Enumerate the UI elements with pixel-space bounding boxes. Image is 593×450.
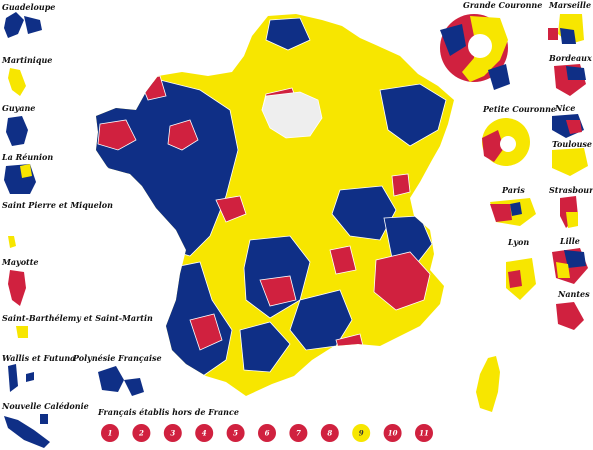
abroad-circle-label-6: 6 (265, 429, 270, 438)
abroad-circle-10 (383, 424, 402, 442)
lille-shape-yellow (556, 262, 570, 278)
mayotte-shape (8, 270, 26, 306)
label-bordeaux: Bordeaux (549, 53, 592, 63)
region-rennes-red (167, 119, 199, 151)
strasbourg-shape-yellow (566, 212, 578, 228)
abroad-circle-4 (195, 424, 214, 442)
lille-shape-blue (564, 250, 586, 268)
corse (476, 356, 500, 412)
region-ile-de-france-gray (261, 91, 323, 139)
petite-couronne-red (482, 130, 504, 162)
label-francais-hors-de-france: Français établis hors de France (98, 407, 239, 417)
france-metropole (96, 14, 454, 396)
label-lille: Lille (560, 236, 580, 246)
petite-couronne-hole (500, 136, 516, 152)
loyaute-shape (40, 414, 48, 424)
marseille-shape-red (548, 28, 558, 40)
label-nantes: Nantes (558, 289, 590, 299)
nice-shape-red (566, 120, 582, 134)
abroad-circle-label-1: 1 (108, 429, 113, 438)
region-north-blue (265, 17, 311, 51)
guyane-shape (6, 116, 28, 146)
paris-shape-blue (510, 202, 522, 216)
region-massif-red (259, 275, 297, 307)
label-strasbourg: Strasbourg (549, 185, 593, 195)
label-toulouse: Toulouse (552, 139, 592, 149)
toulouse-shape (552, 148, 588, 176)
reunion-shape-yellow (20, 164, 32, 178)
polynesie-shape-east (124, 378, 144, 396)
region-bretagne-red (97, 119, 137, 151)
polynesie-shape (98, 366, 124, 392)
reunion-shape (4, 164, 36, 194)
label-saint-barthelemy: Saint-Barthélemy et Saint-Martin (2, 313, 153, 323)
abroad-circle-3 (163, 424, 182, 442)
city-insets (440, 14, 588, 330)
label-petite-couronne: Petite Couronne (483, 104, 556, 114)
abroad-circles: 1 2 3 4 5 6 7 8 9 10 11 (101, 424, 433, 442)
region-provence-red (373, 251, 431, 311)
label-mayotte: Mayotte (2, 257, 39, 267)
futuna-shape (26, 372, 34, 382)
abroad-circle-6 (258, 424, 276, 442)
overseas-shapes (4, 12, 144, 448)
abroad-circle-label-4: 4 (202, 429, 207, 438)
paris-shape-red (490, 204, 512, 222)
grande-couronne-blue-s (488, 64, 510, 90)
wallis-shape (8, 364, 18, 392)
saint-pierre-miquelon-shape (8, 236, 16, 248)
region-lyon-red (329, 245, 357, 275)
abroad-circle-label-5: 5 (233, 429, 238, 438)
abroad-circle-label-7: 7 (296, 429, 301, 438)
guadeloupe-shape-west (4, 12, 24, 38)
nantes-shape (556, 302, 584, 330)
label-saint-pierre-miquelon: Saint Pierre et Miquelon (2, 200, 113, 210)
abroad-circle-2 (132, 424, 151, 442)
abroad-circle-label-8: 8 (327, 429, 332, 438)
label-nouvelle-caledonie: Nouvelle Calédonie (2, 401, 89, 411)
label-polynesie: Polynésie Française (73, 353, 162, 363)
abroad-circle-11 (415, 424, 433, 442)
abroad-circle-7 (289, 424, 308, 442)
region-landes-red (189, 313, 223, 351)
label-guyane: Guyane (2, 103, 36, 113)
abroad-circle-label-11: 11 (419, 429, 429, 438)
abroad-circle-8 (320, 424, 339, 442)
abroad-circle-5 (226, 424, 245, 442)
abroad-circle-9 (352, 424, 371, 442)
label-wallis-futuna: Wallis et Futuna (2, 353, 76, 363)
marseille-shape-blue (560, 28, 576, 44)
martinique-shape (8, 68, 26, 96)
grande-couronne-hole (468, 34, 492, 58)
region-east-blue (379, 83, 447, 147)
abroad-circle-label-9: 9 (359, 429, 364, 438)
label-martinique: Martinique (2, 55, 53, 65)
label-guadeloupe: Guadeloupe (2, 2, 56, 12)
bordeaux-shape-blue (566, 66, 586, 80)
label-nice: Nice (555, 103, 576, 113)
grande-couronne-blue-w (440, 24, 466, 56)
abroad-circle-label-10: 10 (388, 429, 398, 438)
region-pyrenees-blue (239, 321, 291, 373)
abroad-circle-label-2: 2 (138, 429, 144, 438)
label-reunion: La Réunion (2, 152, 54, 162)
guadeloupe-shape-east (24, 16, 42, 34)
region-tours-red (215, 195, 247, 223)
label-grande-couronne: Grande Couronne (463, 0, 543, 10)
label-marseille: Marseille (549, 0, 592, 10)
lyon-shape-red (508, 270, 522, 288)
abroad-circle-label-3: 3 (170, 429, 175, 438)
region-jura-red (391, 173, 411, 197)
region-alps-blue (331, 185, 397, 241)
nouvelle-caledonie-shape (4, 416, 50, 448)
label-lyon: Lyon (508, 237, 530, 247)
region-rhone-blue (383, 215, 433, 263)
abroad-circle-1 (101, 424, 119, 442)
label-paris: Paris (502, 185, 525, 195)
saint-barthelemy-shape (16, 326, 28, 338)
